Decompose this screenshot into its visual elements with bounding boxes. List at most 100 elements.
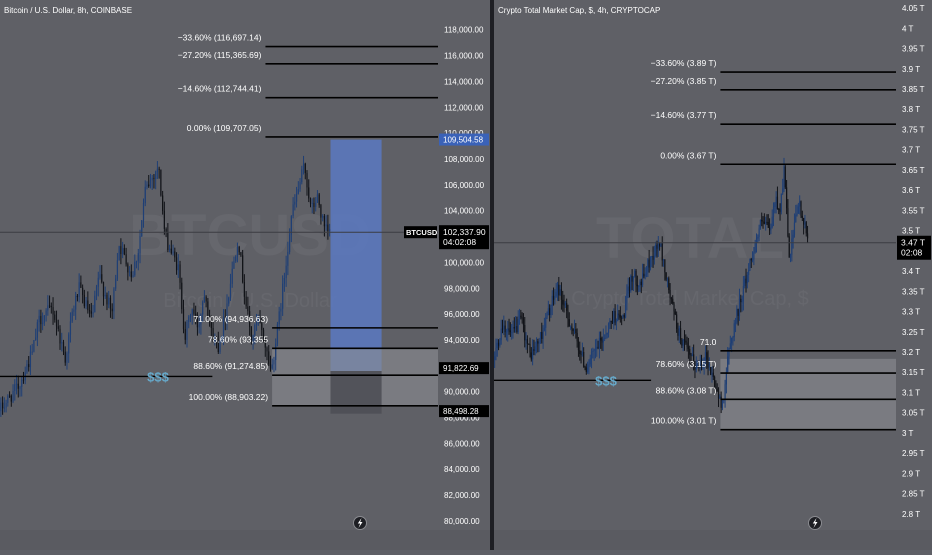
candle-body: [38, 315, 40, 323]
candle-body: [108, 297, 110, 305]
lightning-glyph: [357, 518, 363, 528]
lightning-icon[interactable]: [353, 516, 367, 530]
candle-body: [322, 216, 324, 218]
candle-body: [109, 297, 112, 309]
current-price-badge: [897, 235, 931, 260]
candle-body: [255, 321, 258, 326]
fib-level-label: 78.60% (3.15 T): [656, 359, 717, 369]
candle-body: [604, 337, 606, 339]
candle-body: [88, 310, 91, 312]
candle-body: [551, 295, 553, 306]
candle-body: [522, 318, 525, 326]
candle-body: [3, 407, 5, 409]
candle-body: [14, 384, 16, 392]
candle-body: [499, 340, 501, 346]
lightning-icon[interactable]: [808, 516, 822, 530]
y-tick-label: 3.55 T: [902, 206, 925, 215]
candle-body: [517, 318, 519, 332]
candle-body: [198, 324, 200, 328]
candle-body: [655, 245, 657, 256]
candle-body: [97, 277, 99, 287]
fib-level-label: 71.00% (94,936.63): [193, 314, 268, 324]
candle-body: [652, 256, 654, 260]
axis-price-text: 91,822.69: [443, 364, 479, 373]
candle-body: [706, 352, 708, 360]
candle-body: [128, 271, 131, 273]
candle-body: [308, 187, 310, 199]
candle-body: [329, 228, 331, 232]
candle-body: [772, 206, 775, 217]
candle-body: [240, 252, 242, 256]
candle-body: [287, 251, 289, 266]
candle-body: [795, 214, 797, 223]
candle-body: [579, 350, 581, 355]
candle-body: [805, 222, 807, 234]
candle-body: [627, 286, 629, 294]
y-tick-label: 3.25 T: [902, 328, 925, 337]
candle-body: [621, 317, 623, 319]
y-tick-label: 3.7 T: [902, 146, 920, 155]
candle-body: [313, 202, 315, 207]
candle-body: [644, 274, 646, 277]
candle-body: [677, 328, 679, 336]
candle-body: [318, 194, 320, 206]
y-tick-label: 4 T: [902, 24, 914, 33]
candle-body: [280, 308, 282, 312]
total-chart-panel[interactable]: TOTAL Crypto Total Market Cap, $ $$$ −33.60…: [494, 4, 931, 546]
candle-body: [766, 221, 768, 223]
candle-body: [758, 228, 760, 237]
candle-body: [631, 275, 633, 282]
candle-body: [558, 284, 560, 296]
y-tick-label: 112,000.00: [444, 103, 484, 112]
candle-body: [732, 337, 734, 339]
candle-body: [71, 311, 73, 322]
candle-body: [196, 315, 199, 328]
candle-body: [660, 243, 662, 247]
candle-body: [316, 194, 319, 203]
candle-body: [115, 278, 117, 289]
candle-body: [203, 296, 205, 303]
candle-body: [611, 320, 614, 323]
candle-body: [191, 309, 193, 316]
candle-body: [236, 246, 239, 257]
candle-body: [615, 321, 618, 323]
zone-dark-box: [330, 371, 382, 414]
candle-body: [647, 259, 649, 273]
candle-body: [729, 343, 731, 350]
candle-body: [526, 338, 528, 344]
candle-body: [762, 221, 764, 223]
candle-body: [189, 315, 192, 317]
candle-body: [661, 243, 663, 261]
candle-body: [659, 243, 661, 247]
candle-body: [610, 320, 612, 322]
candle-body: [309, 198, 312, 204]
candle-body: [763, 221, 765, 224]
watermark-subtitle: Crypto Total Market Cap, $: [571, 288, 809, 310]
candle-body: [226, 303, 228, 320]
candle-body: [507, 328, 509, 332]
candle-body: [295, 193, 298, 202]
candle-body: [740, 298, 742, 303]
candle-body: [231, 268, 233, 284]
candle-body: [283, 278, 286, 284]
btc-chart-panel[interactable]: BTCUSD Bitcoin / U.S. Dollar $$$ −33.60% (1…: [0, 6, 489, 546]
candle-body: [704, 352, 707, 365]
candle-body: [716, 388, 718, 392]
candle-body: [26, 364, 28, 373]
candle-body: [130, 271, 132, 278]
candle-body: [208, 315, 211, 322]
candle-body: [137, 253, 139, 262]
candle-body: [19, 386, 21, 389]
candle-body: [214, 337, 216, 343]
candle-body: [15, 383, 18, 385]
candle-body: [148, 184, 150, 187]
candle-body: [94, 295, 96, 313]
candle-body: [541, 332, 543, 339]
y-tick-label: 106,000.00: [444, 181, 485, 190]
candle-body: [774, 203, 776, 207]
candle-body: [770, 227, 772, 231]
candle-body: [605, 334, 607, 338]
y-tick-label: 3.35 T: [902, 287, 925, 296]
y-tick-label: 96,000.00: [444, 310, 480, 319]
fib-level-label: 0.00% (109,707.05): [187, 123, 262, 133]
